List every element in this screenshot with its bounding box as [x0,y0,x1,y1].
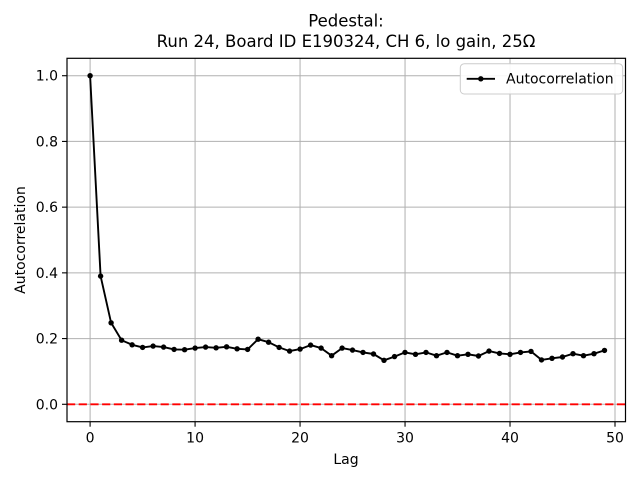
data-point-16 [255,336,261,342]
data-point-7 [160,344,167,350]
plot-frame [66,57,627,423]
legend-entry-label: Autocorrelation [506,72,614,88]
data-point-15 [244,346,251,353]
y-tick-label-0.8: 0.8 [36,134,58,150]
series-layer [87,73,608,363]
data-point-10 [192,345,198,351]
autocorrelation-line [89,74,606,362]
data-point-14 [234,346,240,352]
x-tick-label-0: 0 [86,431,95,447]
data-point-43 [538,357,545,363]
data-point-34 [444,349,450,356]
data-point-40 [507,351,513,357]
y-axis-label: Autocorrelation [13,186,29,294]
data-point-37 [475,353,482,359]
y-tick-label-0.4: 0.4 [36,266,58,282]
x-tick-label-30: 30 [396,431,414,447]
data-point-4 [129,342,135,348]
data-point-27 [370,351,377,357]
data-point-46 [570,351,576,357]
data-point-31 [412,351,419,357]
data-point-24 [339,345,345,351]
data-point-11 [202,344,209,350]
data-point-30 [402,349,408,356]
data-point-9 [181,347,188,353]
data-point-47 [580,353,587,359]
data-point-25 [349,347,356,353]
data-point-13 [223,344,230,350]
data-point-36 [465,351,471,357]
y-tick-label-0.2: 0.2 [36,332,58,348]
data-point-18 [276,344,282,351]
data-point-42 [528,348,534,355]
x-tick-label-20: 20 [291,431,309,447]
autocorrelation-markers [87,73,608,363]
data-point-20 [297,346,303,352]
data-point-41 [517,349,524,356]
data-point-44 [549,355,555,361]
data-point-33 [433,353,440,359]
y-tick-label-0.0: 0.0 [36,397,58,413]
data-point-49 [601,347,608,354]
data-point-23 [328,353,335,359]
data-point-32 [423,349,429,356]
tick-layer: 0 10 20 30 40 50 0.0 0.2 0.4 0.6 0.8 1.0 [36,69,624,447]
data-point-26 [360,349,366,356]
legend: Autocorrelation [459,63,624,95]
data-point-38 [486,348,492,354]
data-point-19 [286,348,293,354]
data-point-0 [87,73,93,79]
data-point-21 [307,342,314,348]
data-point-3 [118,337,125,343]
data-point-1 [97,273,104,279]
y-tick-label-0.6: 0.6 [36,200,58,216]
data-point-28 [381,357,387,363]
x-tick-label-10: 10 [186,431,204,447]
data-point-35 [454,353,461,359]
legend-box [459,63,624,95]
data-point-45 [559,354,566,360]
data-point-22 [318,345,324,351]
data-point-6 [150,343,156,349]
data-point-29 [391,353,398,360]
chart-title-line1: Pedestal: [308,12,383,31]
data-point-5 [139,344,146,351]
x-tick-label-50: 50 [606,431,624,447]
data-point-48 [591,351,597,357]
data-point-2 [108,320,114,326]
data-point-8 [171,346,177,353]
chart-title-line2: Run 24, Board ID E190324, CH 6, lo gain,… [157,32,536,51]
x-axis-label: Lag [333,452,358,468]
x-tick-label-40: 40 [501,431,519,447]
legend-marker-sample [478,76,484,82]
y-tick-label-1.0: 1.0 [36,69,58,85]
data-point-39 [496,350,503,357]
grid-layer [67,58,626,422]
data-point-17 [265,339,272,345]
data-point-12 [213,345,219,351]
